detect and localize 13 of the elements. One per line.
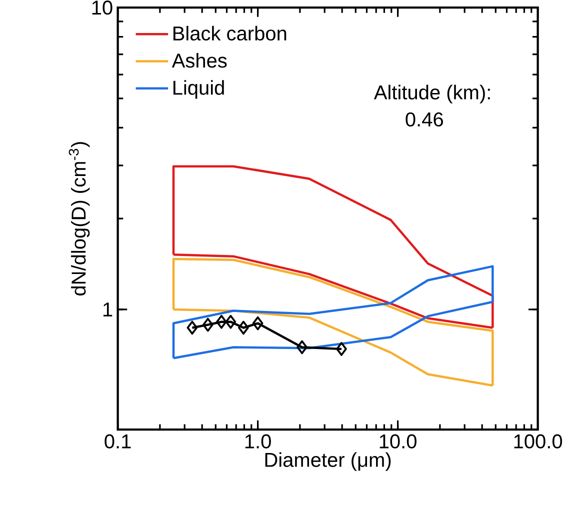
- legend-label: Ashes: [172, 53, 227, 68]
- x-tick-label: 1.0: [245, 434, 271, 448]
- legend-label: Liquid: [173, 80, 224, 99]
- annotation: 0.46: [406, 112, 443, 126]
- y-axis-title: dN/dlog(D) (cm$^{-3}$): [68, 142, 90, 296]
- x-tick-label: 0.1: [104, 434, 131, 448]
- x-tick-label: 100.0: [514, 434, 562, 448]
- y-tick-label: 10: [92, 0, 112, 15]
- y-tick-label: 1: [103, 302, 112, 316]
- legend-label: Black carbon: [173, 26, 286, 41]
- x-tick-label: 10.0: [380, 434, 416, 448]
- x-axis-title: Diameter (μm): [265, 452, 391, 471]
- annotation: Altitude (km):: [374, 84, 490, 104]
